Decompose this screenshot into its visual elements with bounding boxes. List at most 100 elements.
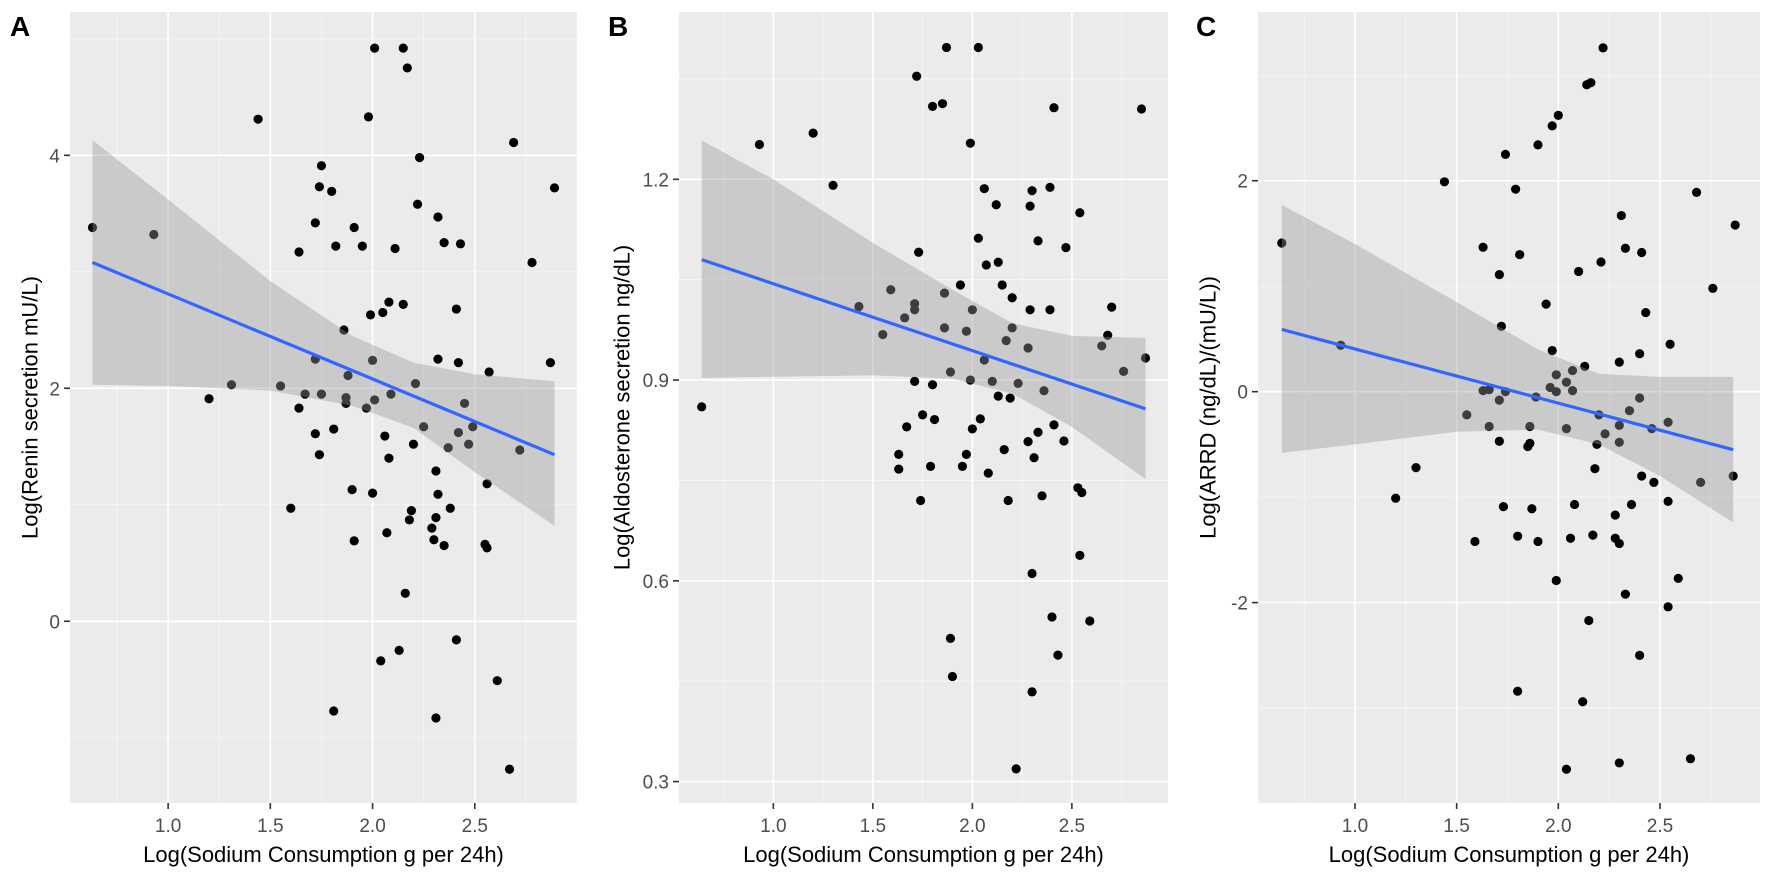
data-point <box>1045 182 1055 192</box>
data-point <box>1596 257 1606 267</box>
panel-letter: B <box>608 11 628 42</box>
data-point <box>929 414 940 425</box>
data-point <box>1567 386 1578 396</box>
data-point <box>1578 697 1588 707</box>
y-axis-title: Log(Renin secretion mU/L) <box>18 276 43 539</box>
data-point <box>341 398 351 409</box>
data-point <box>1553 110 1563 120</box>
data-point <box>914 247 924 257</box>
data-point <box>979 184 989 194</box>
data-point <box>1730 220 1740 230</box>
data-point <box>331 241 341 251</box>
data-point <box>967 424 977 434</box>
data-point <box>886 285 896 295</box>
data-point <box>455 239 466 249</box>
data-point <box>482 479 492 489</box>
data-point <box>408 439 419 449</box>
data-point <box>981 260 991 270</box>
data-point <box>912 71 922 81</box>
panel-b: 1.0 1.5 2.0 2.5 0.3 0.6 0.9 1.2 Log(Sodium Consu… <box>608 11 1168 867</box>
plot-background-c <box>1258 12 1760 803</box>
data-point <box>961 326 971 336</box>
data-point <box>1525 438 1535 448</box>
data-point <box>965 138 975 148</box>
data-point <box>464 439 474 449</box>
data-point <box>1013 378 1023 389</box>
data-point <box>363 112 374 122</box>
y-tick-label: -2 <box>1231 594 1248 615</box>
data-point <box>390 243 400 254</box>
data-point <box>1673 573 1683 583</box>
panel-c: 1.0 1.5 2.0 2.5 -2 0 2 Log(Sodium Consumption g… <box>1196 11 1760 867</box>
data-point <box>1527 504 1537 514</box>
y-tick-label: 0.6 <box>643 572 669 593</box>
x-tick-label: 2.0 <box>359 816 385 837</box>
data-point <box>941 42 952 53</box>
data-point <box>433 212 443 222</box>
data-point <box>1614 538 1624 549</box>
data-point <box>433 354 443 364</box>
data-point <box>294 403 304 413</box>
data-point <box>1039 386 1049 396</box>
data-point <box>365 310 376 320</box>
data-point <box>1007 293 1017 303</box>
data-point <box>1500 149 1511 159</box>
data-point <box>1494 395 1504 405</box>
data-point <box>1029 453 1039 463</box>
data-point <box>1620 243 1631 253</box>
y-tick-label: 2 <box>1237 172 1248 193</box>
data-point <box>545 358 556 368</box>
data-point <box>419 422 429 432</box>
data-point <box>965 375 975 385</box>
confidence-band <box>701 140 1146 480</box>
panel-letter: C <box>1196 11 1216 42</box>
data-point <box>527 257 537 268</box>
data-point <box>316 389 327 399</box>
data-point <box>1635 349 1645 359</box>
x-tick-label: 2.5 <box>462 816 488 837</box>
data-point <box>451 304 461 314</box>
data-point <box>754 139 765 150</box>
data-point <box>1059 436 1069 446</box>
y-tick-label: 0.3 <box>643 773 669 794</box>
data-point <box>1586 78 1596 88</box>
data-point <box>380 431 390 441</box>
data-point <box>697 402 707 412</box>
data-point <box>378 307 388 318</box>
data-point <box>549 183 560 193</box>
data-point <box>991 200 1001 210</box>
data-point <box>854 301 864 312</box>
data-point <box>1277 238 1287 248</box>
data-point <box>1061 242 1071 253</box>
y-tick-label: 4 <box>49 146 60 167</box>
data-point <box>1663 496 1673 506</box>
data-point <box>1635 650 1645 660</box>
data-point <box>327 186 337 197</box>
x-tick-label: 1.5 <box>860 816 886 837</box>
data-point <box>1003 495 1013 506</box>
data-point <box>492 676 502 686</box>
data-point <box>1011 764 1021 774</box>
data-point <box>1584 615 1594 626</box>
data-point <box>443 443 453 453</box>
data-point <box>1691 187 1702 197</box>
data-point <box>459 398 470 409</box>
data-point <box>427 523 437 533</box>
data-point <box>398 43 408 53</box>
data-point <box>370 43 380 53</box>
data-point <box>1637 471 1647 481</box>
data-point <box>349 222 359 233</box>
data-point <box>1119 366 1129 376</box>
data-point <box>1033 427 1043 437</box>
data-point <box>1049 103 1059 113</box>
plot-background-a <box>70 12 577 803</box>
data-point <box>925 461 936 471</box>
data-point <box>314 450 325 460</box>
data-point <box>87 222 98 233</box>
data-point <box>1600 429 1610 439</box>
data-point <box>997 280 1007 290</box>
data-point <box>1494 270 1504 280</box>
data-point <box>343 370 353 381</box>
data-point <box>1614 758 1624 768</box>
x-tick-label: 1.0 <box>155 816 181 837</box>
